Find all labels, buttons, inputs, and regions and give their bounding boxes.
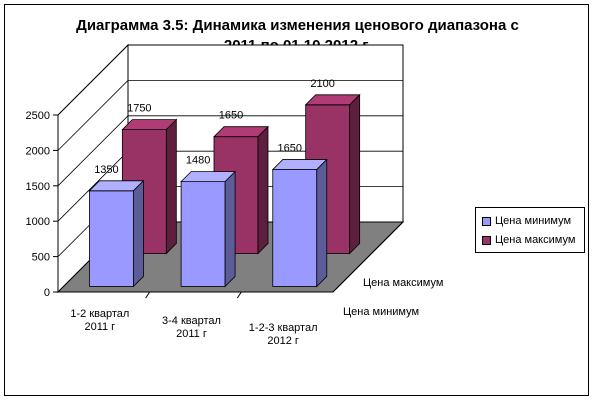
bar-min bbox=[88, 179, 145, 288]
gridline-side bbox=[57, 44, 129, 116]
bar-min bbox=[271, 158, 328, 288]
bar-min-side bbox=[224, 170, 236, 288]
legend-label-min: Цена минимум bbox=[495, 215, 572, 227]
gridline-side bbox=[57, 115, 129, 187]
bar-max-side bbox=[349, 93, 361, 255]
bar-min bbox=[180, 170, 237, 288]
x-tick-mark bbox=[236, 291, 242, 299]
gridline-side bbox=[57, 150, 129, 222]
data-label: 1750 bbox=[127, 103, 151, 115]
legend-swatch-min bbox=[482, 216, 491, 226]
bar-min-side bbox=[316, 158, 328, 288]
data-label: 1350 bbox=[94, 164, 118, 176]
data-label: 1480 bbox=[186, 155, 210, 167]
bar-min-front bbox=[180, 181, 226, 287]
y-tick-label: 500 bbox=[32, 252, 50, 264]
data-label: 2100 bbox=[310, 78, 334, 90]
x-tick-mark bbox=[145, 291, 151, 299]
y-tick-label: 2000 bbox=[26, 145, 50, 157]
y-tick-label: 2500 bbox=[26, 110, 50, 122]
legend-item-max: Цена максимум bbox=[482, 234, 575, 246]
chart-legend: Цена минимум Цена максимум bbox=[475, 207, 585, 253]
x-category-label: 1-2 квартал 2011 г bbox=[70, 308, 129, 333]
gridline-side bbox=[57, 80, 129, 151]
bar-max-side bbox=[165, 118, 177, 255]
bar-min-front bbox=[272, 169, 318, 287]
bar-min-front bbox=[89, 190, 134, 287]
depth-axis-label: Цена минимум bbox=[343, 306, 419, 318]
y-tick-label: 0 bbox=[44, 287, 50, 299]
legend-item-min: Цена минимум bbox=[482, 215, 571, 227]
bar-min-side bbox=[133, 179, 144, 288]
y-tick-label: 1000 bbox=[26, 216, 50, 228]
x-category-label: 3-4 квартал 2011 г bbox=[162, 315, 221, 340]
bar-max-side bbox=[257, 125, 269, 255]
data-label: 1650 bbox=[219, 110, 243, 122]
x-category-label: 1-2-3 квартал 2012 г bbox=[249, 322, 318, 347]
legend-label-max: Цена максимум bbox=[495, 234, 576, 246]
data-label: 1650 bbox=[278, 143, 302, 155]
legend-swatch-max bbox=[482, 235, 491, 245]
depth-axis bbox=[332, 221, 404, 293]
y-tick-label: 1500 bbox=[26, 181, 50, 193]
depth-axis-label: Цена максимум bbox=[363, 277, 443, 289]
